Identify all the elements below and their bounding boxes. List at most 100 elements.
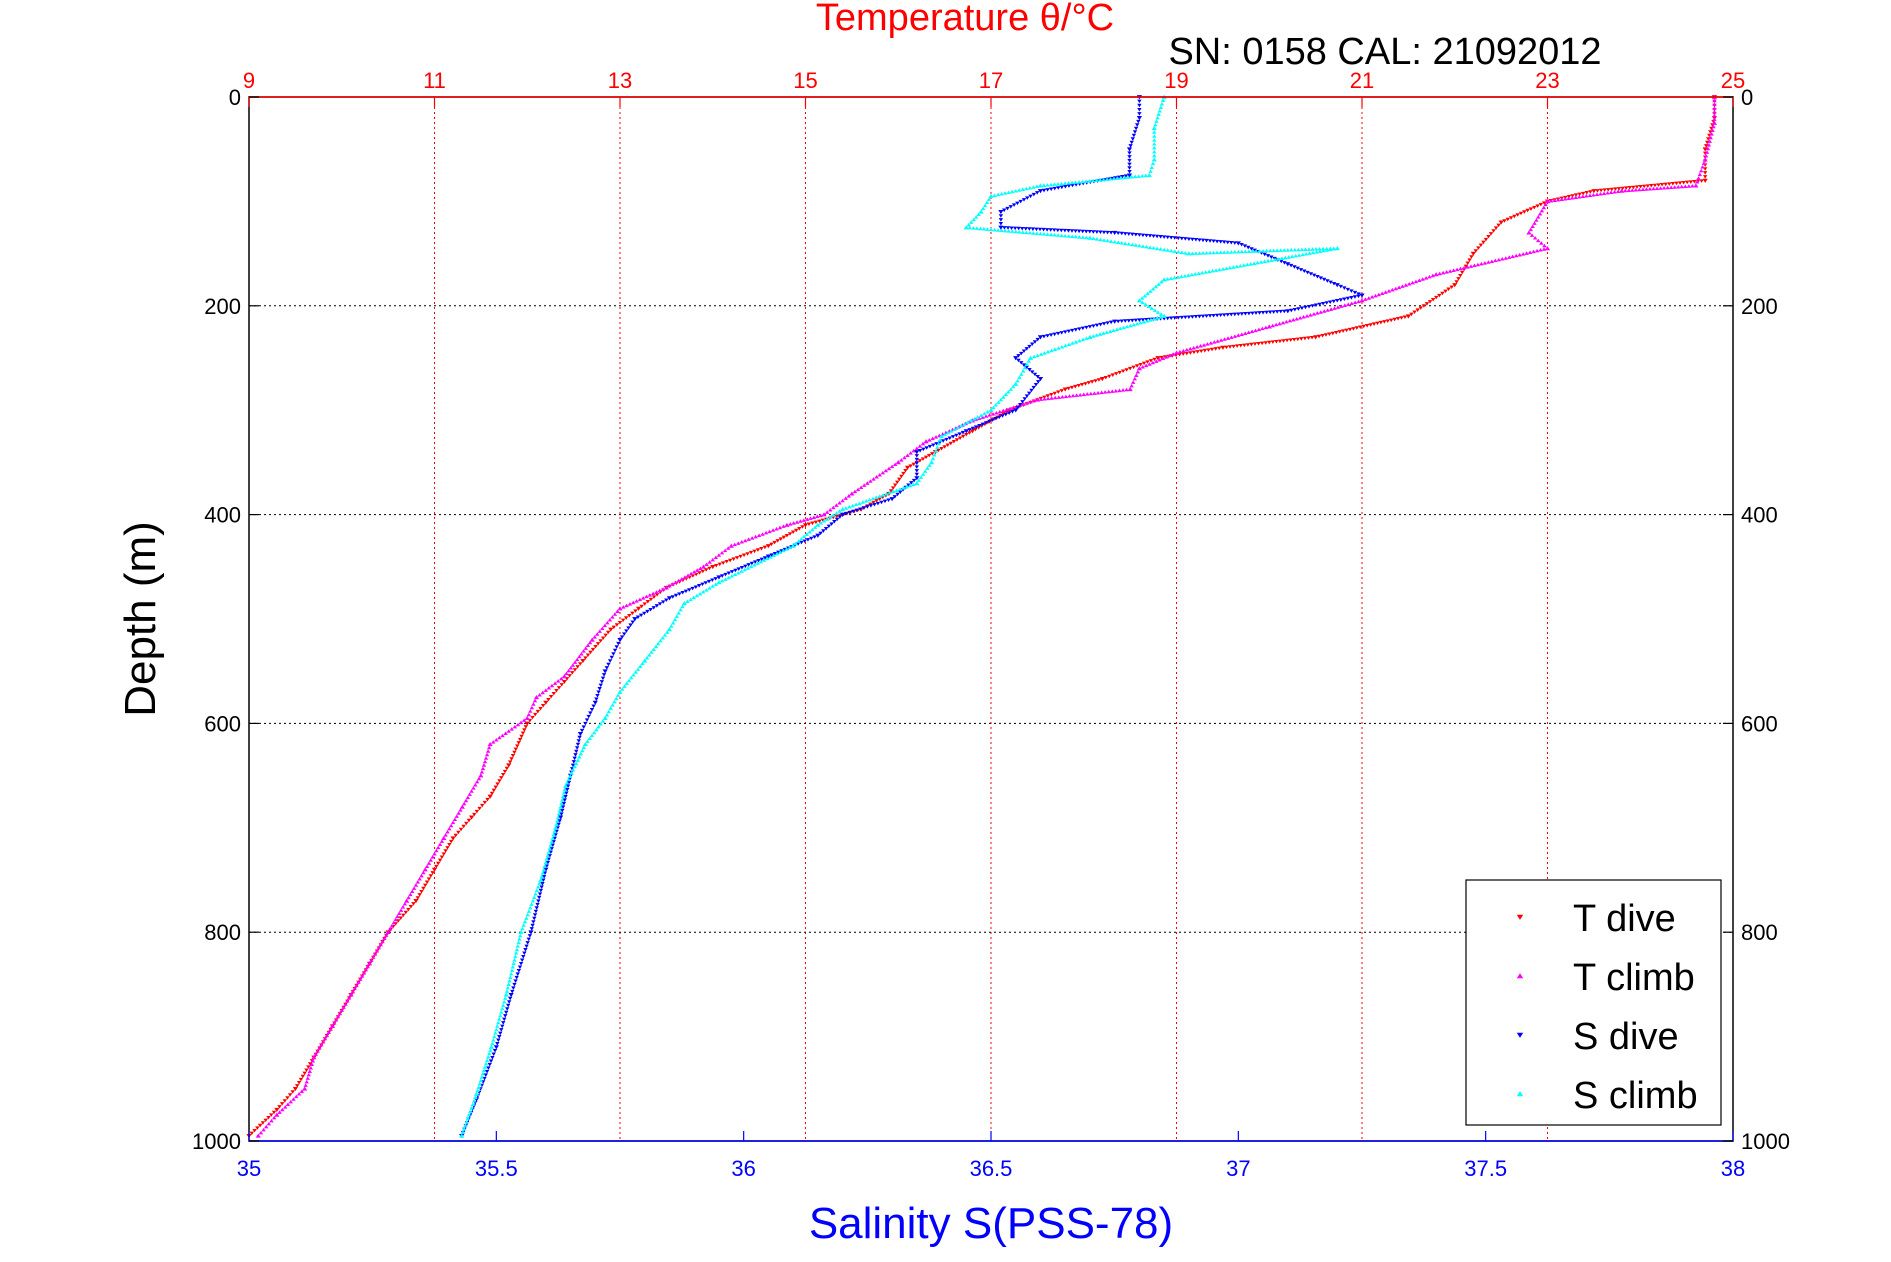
interpolated-point [1580,194,1586,198]
interpolated-point [1126,175,1131,179]
interpolated-point [1105,321,1110,325]
interpolated-point [562,787,567,792]
interpolated-point [1584,191,1589,195]
interpolated-point [1031,185,1036,189]
interpolated-point [1073,384,1078,389]
interpolated-point [354,983,359,987]
interpolated-point [1211,250,1216,255]
interpolated-point [600,636,606,640]
interpolated-point [622,684,627,688]
interpolated-point [1070,341,1075,345]
interpolated-point [1127,366,1133,371]
interpolated-point [862,483,867,487]
interpolated-point [486,1066,491,1070]
interpolated-point [1138,320,1143,325]
interpolated-point [507,996,513,1001]
interpolated-point [515,944,520,948]
interpolated-point [456,830,461,835]
interpolated-point [1284,338,1290,343]
interpolated-point [1034,231,1040,236]
interpolated-point [594,727,599,732]
data-point [274,1112,280,1117]
interpolated-point [1322,309,1327,313]
interpolated-point [1661,185,1667,190]
interpolated-point [1140,365,1145,369]
interpolated-point [1420,277,1425,281]
interpolated-point [1144,318,1149,322]
interpolated-point [1048,228,1053,232]
interpolated-point [585,643,591,648]
interpolated-point [1158,105,1164,109]
interpolated-point [966,222,971,227]
interpolated-point [802,539,807,544]
interpolated-point [821,519,827,523]
interpolated-point [510,753,516,758]
interpolated-point [1467,258,1472,262]
interpolated-point [1297,316,1303,320]
interpolated-point [1101,230,1107,235]
interpolated-point [635,667,641,671]
data-point [849,491,855,496]
interpolated-point [490,1055,495,1060]
interpolated-point [680,591,685,595]
interpolated-point [1294,316,1299,321]
interpolated-point [1692,179,1697,184]
interpolated-point [858,507,863,511]
interpolated-point [1449,285,1454,289]
interpolated-point [506,1000,512,1004]
interpolated-point [865,481,870,485]
interpolated-point [1696,176,1701,180]
interpolated-point [1658,186,1663,190]
interpolated-point [1239,243,1244,247]
interpolated-point [695,568,700,572]
interpolated-point [541,878,546,882]
interpolated-point [1473,249,1479,253]
interpolated-point [1154,246,1160,251]
interpolated-point [954,433,959,438]
interpolated-point [1001,395,1006,399]
interpolated-point [509,727,514,731]
interpolated-point [552,836,557,841]
interpolated-point [1686,184,1692,188]
interpolated-point [1342,286,1347,290]
interpolated-point [1534,248,1540,253]
interpolated-point [1277,339,1283,344]
interpolated-point [834,511,839,515]
interpolated-point [441,852,446,856]
interpolated-point [1476,246,1481,250]
interpolated-point [1651,186,1656,191]
interpolated-point [1260,310,1266,315]
interpolated-point [434,848,439,853]
interpolated-point [1371,322,1377,326]
interpolated-point [453,833,458,838]
interpolated-point [1066,329,1071,334]
interpolated-point [1200,251,1206,255]
interpolated-point [473,1095,478,1100]
interpolated-point [1140,318,1146,322]
interpolated-point [421,870,426,875]
interpolated-point [1530,224,1535,228]
interpolated-point [852,489,858,494]
interpolated-point [504,766,510,771]
interpolated-point [612,612,618,616]
interpolated-point [1122,175,1127,180]
data-point [1151,125,1157,131]
interpolated-point [579,728,585,733]
interpolated-point [565,787,570,792]
interpolated-point [724,560,729,564]
interpolated-point [546,850,551,854]
interpolated-point [1352,290,1358,295]
data-point [1702,147,1708,152]
interpolated-point [1665,185,1670,190]
interpolated-point [544,857,549,861]
interpolated-point [985,409,990,414]
interpolated-point [279,1102,285,1106]
interpolated-point [1088,391,1094,396]
interpolated-point [1400,284,1405,288]
interpolated-point [1699,179,1704,183]
interpolated-point [1346,302,1351,306]
interpolated-point [1303,305,1308,310]
interpolated-point [988,227,994,232]
interpolated-point [559,676,564,681]
